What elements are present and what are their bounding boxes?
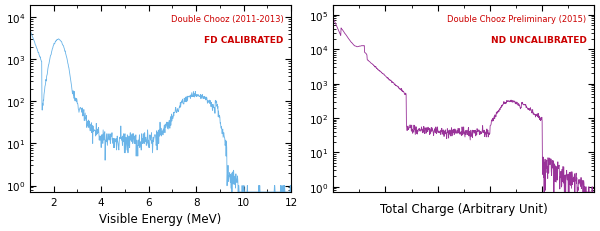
Text: Double Chooz (2011-2013): Double Chooz (2011-2013) (170, 15, 283, 24)
X-axis label: Total Charge (Arbitrary Unit): Total Charge (Arbitrary Unit) (380, 203, 548, 216)
Text: Double Chooz Preliminary (2015): Double Chooz Preliminary (2015) (448, 15, 587, 24)
Text: FD CALIBRATED: FD CALIBRATED (204, 35, 283, 44)
Text: ND UNCALIBRATED: ND UNCALIBRATED (491, 35, 587, 44)
X-axis label: Visible Energy (MeV): Visible Energy (MeV) (100, 213, 221, 225)
